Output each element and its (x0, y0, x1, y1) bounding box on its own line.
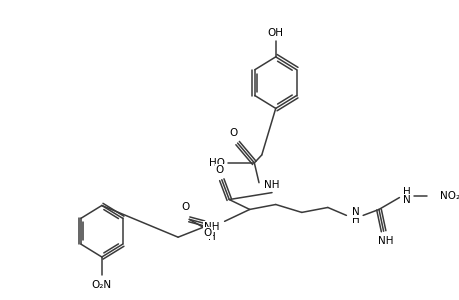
Text: N: N (351, 207, 359, 218)
Text: NH: NH (377, 236, 392, 246)
Text: H: H (402, 187, 410, 196)
Text: O: O (181, 202, 189, 212)
Text: H: H (351, 215, 359, 225)
Text: O₂N: O₂N (91, 280, 112, 290)
Text: OH: OH (267, 28, 283, 38)
Text: HO: HO (209, 158, 224, 168)
Text: O: O (203, 228, 212, 238)
Text: NH: NH (263, 180, 279, 190)
Text: N: N (402, 194, 410, 205)
Text: O: O (215, 165, 224, 175)
Text: H: H (207, 232, 215, 242)
Text: NO₂: NO₂ (439, 190, 459, 201)
Text: O: O (229, 128, 237, 138)
Text: NH: NH (203, 222, 219, 232)
